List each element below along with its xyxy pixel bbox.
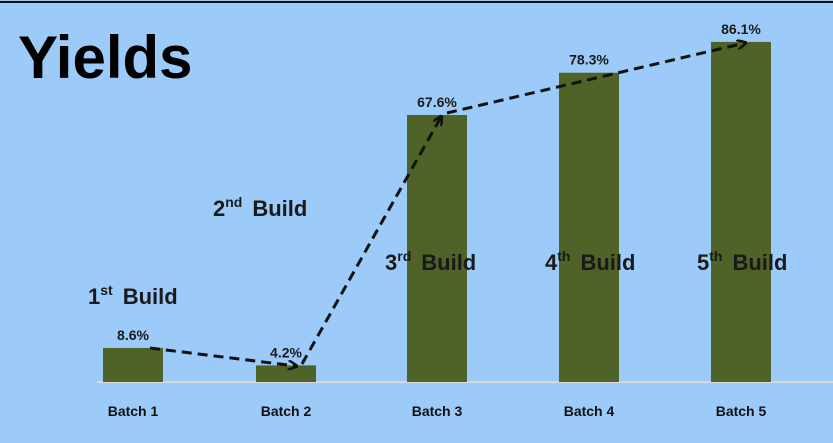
ordinal-suffix: st [100,282,113,298]
build-annotation: 1st Build [88,282,178,309]
x-tick-label: Batch 1 [108,403,159,419]
value-label: 8.6% [117,327,149,343]
ordinal: 5 [697,250,709,275]
bar [559,72,619,382]
bar [407,114,467,382]
build-word: Build [123,284,178,309]
build-word: Build [421,250,476,275]
build-annotation: 4th Build [545,248,635,275]
ordinal-suffix: rd [397,248,411,264]
arrow [149,346,296,366]
value-label: 4.2% [270,344,302,360]
build-word: Build [580,250,635,275]
x-tick-label: Batch 3 [412,403,463,419]
build-annotation: 5th Build [697,248,787,275]
ordinal-suffix: nd [225,194,242,210]
build-annotation: 3rd Build [385,248,476,275]
x-tick-label: Batch 5 [716,403,767,419]
build-word: Build [252,196,307,221]
x-tick-label: Batch 2 [261,403,312,419]
value-label: 86.1% [721,21,761,37]
value-label: 78.3% [569,52,609,68]
ordinal-suffix: th [557,248,570,264]
ordinal: 3 [385,250,397,275]
x-tick-label: Batch 4 [564,403,615,419]
ordinal-suffix: th [709,248,722,264]
bars [103,41,771,382]
build-word: Build [732,250,787,275]
ordinal: 4 [545,250,558,275]
build-annotation: 2nd Build [213,194,307,221]
ordinal: 2 [213,196,225,221]
bar [256,365,316,382]
labels: 8.6% Batch 1 4.2% Batch 2 67.6% Batch 3 78.3% B… [88,21,787,419]
chart-title: Yields [18,24,193,91]
value-label: 67.6% [417,94,457,110]
bar [103,348,163,382]
ordinal: 1 [88,284,100,309]
bar [711,41,771,382]
arrow [446,43,745,115]
trend-arrows [149,43,745,366]
